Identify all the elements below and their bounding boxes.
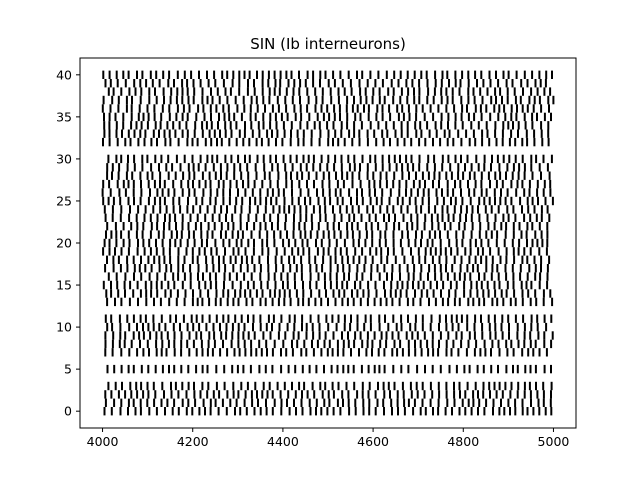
y-tick-label: 5 [64,362,72,377]
x-tick-label: 4800 [447,434,479,449]
x-tick-label: 4600 [357,434,389,449]
y-tick-label: 35 [56,109,72,124]
x-axis: 4000 4200 4400 4600 4800 5000 [87,428,570,449]
y-tick-label: 10 [56,320,72,335]
x-tick-label: 4400 [267,434,299,449]
y-tick-label: 30 [56,151,72,166]
x-tick-label: 4200 [177,434,209,449]
y-tick-label: 25 [56,193,72,208]
y-tick-label: 40 [56,67,72,82]
chart-title: SIN (Ib interneurons) [250,35,406,53]
y-tick-label: 20 [56,236,72,251]
y-axis: 0 5 10 15 20 25 30 35 40 [56,67,80,419]
x-tick-label: 5000 [538,434,570,449]
spike-raster [101,70,555,416]
y-tick-label: 15 [56,278,72,293]
x-tick-label: 4000 [87,434,119,449]
y-tick-label: 0 [64,404,72,419]
